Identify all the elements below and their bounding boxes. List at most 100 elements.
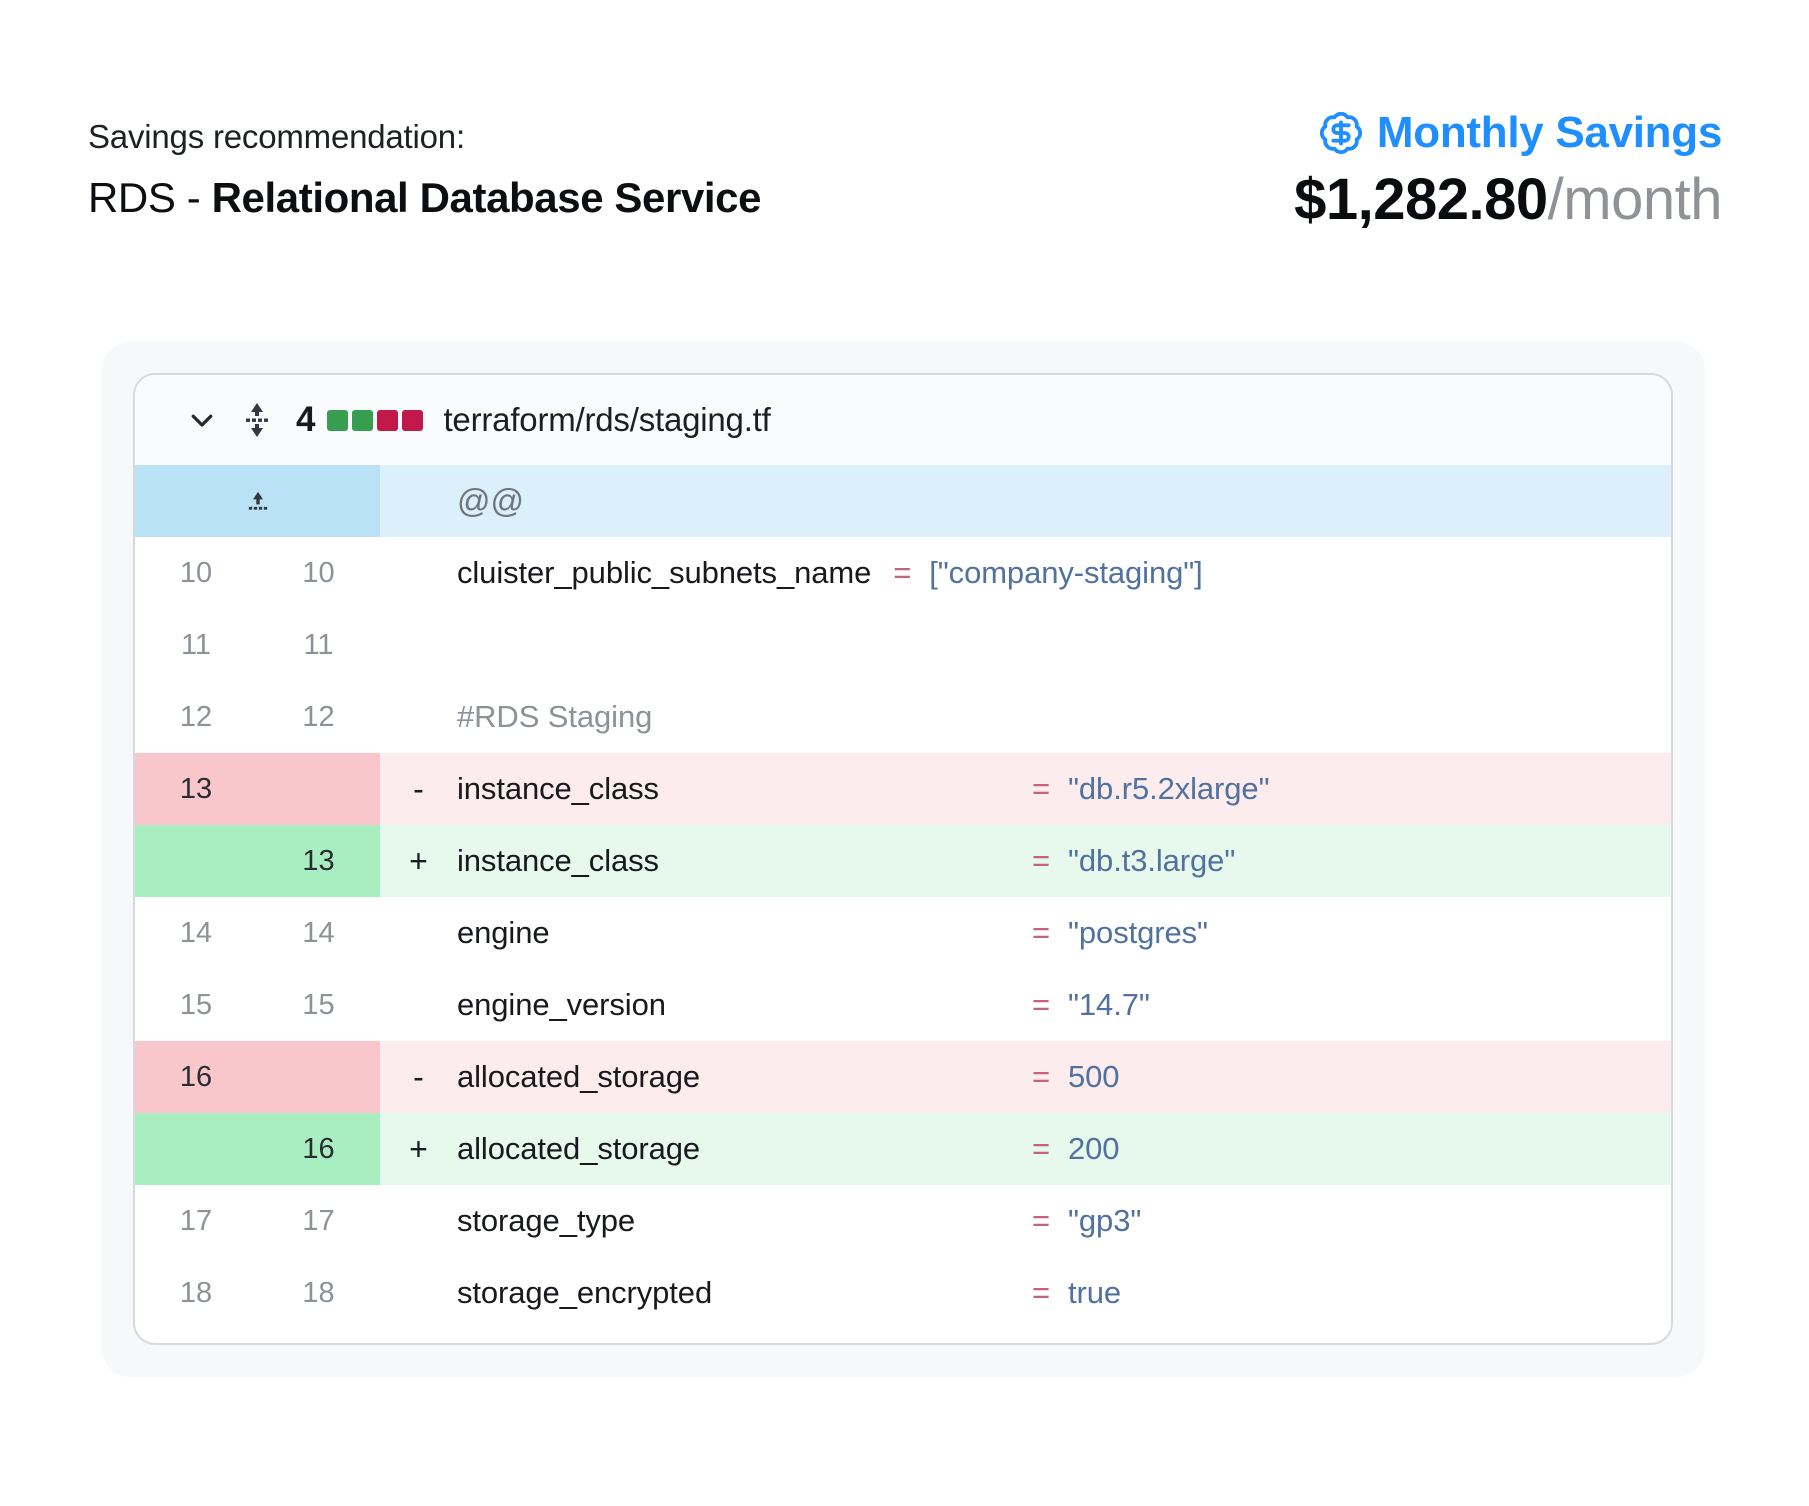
expand-up-icon[interactable] <box>245 486 271 516</box>
code-row-body <box>380 609 1671 681</box>
code-value: 500 <box>1068 1059 1120 1094</box>
code-row-body: engine_version = "14.7" <box>380 969 1671 1041</box>
code-key: engine_version <box>457 987 666 1022</box>
new-line-number: 10 <box>302 556 335 589</box>
new-line-number: 13 <box>302 844 335 877</box>
line-number-gutter: 12 12 <box>135 681 380 753</box>
diff-panel: 4 terraform/rds/staging.tf @@ 10 10 cluiste… <box>102 342 1705 1377</box>
code-key: instance_class <box>457 843 659 878</box>
change-squares <box>327 409 424 431</box>
expand-vertical-icon[interactable] <box>242 402 272 438</box>
code-row-body: engine = "postgres" <box>380 897 1671 969</box>
code-row-body: - instance_class = "db.r5.2xlarge" <box>380 753 1671 825</box>
code-key: storage_encrypted <box>457 1275 713 1310</box>
diff-row-context: 15 15 engine_version = "14.7" <box>135 969 1671 1041</box>
changes-count: 4 <box>296 400 316 439</box>
diff-row-context: 14 14 engine = "postgres" <box>135 897 1671 969</box>
service-code: RDS - <box>88 174 212 221</box>
code-line: #RDS Staging <box>457 699 1671 735</box>
line-number-gutter: 10 10 <box>135 537 380 609</box>
line-number-gutter: 11 11 <box>135 609 380 681</box>
old-line-number: 11 <box>180 628 212 661</box>
code-key: cluister_public_subnets_name <box>457 555 872 590</box>
code-value: "gp3" <box>1068 1203 1142 1238</box>
page-title: RDS - Relational Database Service <box>88 174 761 222</box>
code-line: allocated_storage = 200 <box>457 1131 1671 1167</box>
line-number-gutter: 17 17 <box>135 1185 380 1257</box>
new-line-number: 16 <box>302 1132 335 1165</box>
badge-dollar-icon <box>1319 112 1362 155</box>
diff-row-context: 11 11 <box>135 609 1671 681</box>
change-square-green <box>327 409 349 431</box>
code-line: cluister_public_subnets_name = ["company-s… <box>457 555 1671 591</box>
diff-row-add: 16 + allocated_storage = 200 <box>135 1113 1671 1185</box>
new-line-number: 18 <box>302 1276 335 1309</box>
code-line: instance_class = "db.t3.large" <box>457 843 1671 879</box>
code-line: engine = "postgres" <box>457 915 1671 951</box>
code-line: instance_class = "db.r5.2xlarge" <box>457 771 1671 807</box>
change-square-green <box>352 409 374 431</box>
old-line-number: 14 <box>179 916 213 949</box>
equals-sign: = <box>893 555 912 590</box>
diff-row-del: 13 - instance_class = "db.r5.2xlarge" <box>135 753 1671 825</box>
code-line: storage_type = "gp3" <box>457 1203 1671 1239</box>
new-line-number <box>257 753 380 825</box>
diff-marker: - <box>413 1058 424 1095</box>
change-square-red <box>402 409 424 431</box>
new-line-number: 14 <box>302 916 335 949</box>
equals-sign: = <box>1032 1059 1051 1094</box>
code-line: storage_encrypted = true <box>457 1275 1671 1311</box>
savings-amount: $1,282.80 <box>1294 167 1548 232</box>
equals-sign: = <box>1032 1203 1051 1238</box>
file-name: terraform/rds/staging.tf <box>443 401 771 438</box>
new-line-number: 15 <box>302 988 335 1021</box>
service-name: Relational Database Service <box>211 174 762 221</box>
diff-row-context: 18 18 storage_encrypted = true <box>135 1257 1671 1329</box>
diff-row-context: 17 17 storage_type = "gp3" <box>135 1185 1671 1257</box>
savings-period: /month <box>1547 167 1723 232</box>
code-comment: #RDS Staging <box>457 699 653 734</box>
new-line-number <box>257 1041 380 1113</box>
code-value: "postgres" <box>1068 915 1208 950</box>
old-line-number: 18 <box>179 1276 213 1309</box>
eyebrow-label: Savings recommendation: <box>88 118 465 155</box>
old-line-number: 17 <box>179 1204 213 1237</box>
code-value: "db.r5.2xlarge" <box>1068 771 1270 806</box>
diff-row-hunk: @@ <box>135 465 1671 537</box>
code-value: "14.7" <box>1068 987 1150 1022</box>
monthly-savings-block: Monthly Savings $1,282.80/month <box>1294 108 1722 233</box>
old-line-number <box>135 1113 257 1185</box>
change-square-red <box>377 409 399 431</box>
code-row-body: + instance_class = "db.t3.large" <box>380 825 1671 897</box>
code-value: true <box>1068 1275 1122 1310</box>
code-key: allocated_storage <box>457 1131 701 1166</box>
savings-amount-line: $1,282.80/month <box>1294 166 1722 233</box>
code-line: allocated_storage = 500 <box>457 1059 1671 1095</box>
code-row-body: - allocated_storage = 500 <box>380 1041 1671 1113</box>
new-line-number: 17 <box>302 1204 335 1237</box>
code-key: allocated_storage <box>457 1059 701 1094</box>
diff-marker: + <box>409 1130 428 1167</box>
code-row-body: + allocated_storage = 200 <box>380 1113 1671 1185</box>
old-line-number: 12 <box>179 700 213 733</box>
line-number-gutter: 16 <box>135 1041 380 1113</box>
chevron-down-icon[interactable] <box>187 405 217 435</box>
diff-row-add: 13 + instance_class = "db.t3.large" <box>135 825 1671 897</box>
hunk-body: @@ <box>380 465 1671 537</box>
code-row-body: storage_encrypted = true <box>380 1257 1671 1329</box>
code-key: storage_type <box>457 1203 636 1238</box>
hunk-gutter <box>135 465 380 537</box>
new-line-number: 11 <box>303 628 334 661</box>
monthly-savings-label: Monthly Savings <box>1376 108 1722 157</box>
equals-sign: = <box>1032 915 1051 950</box>
code-row-body: cluister_public_subnets_name = ["company-s… <box>380 537 1671 609</box>
hunk-header-text: @@ <box>457 482 524 519</box>
code-line: engine_version = "14.7" <box>457 987 1671 1023</box>
line-number-gutter: 15 15 <box>135 969 380 1041</box>
equals-sign: = <box>1032 1131 1051 1166</box>
diff-marker: - <box>413 770 424 807</box>
equals-sign: = <box>1032 987 1051 1022</box>
code-value: ["company-staging"] <box>929 555 1203 590</box>
line-number-gutter: 13 <box>135 753 380 825</box>
